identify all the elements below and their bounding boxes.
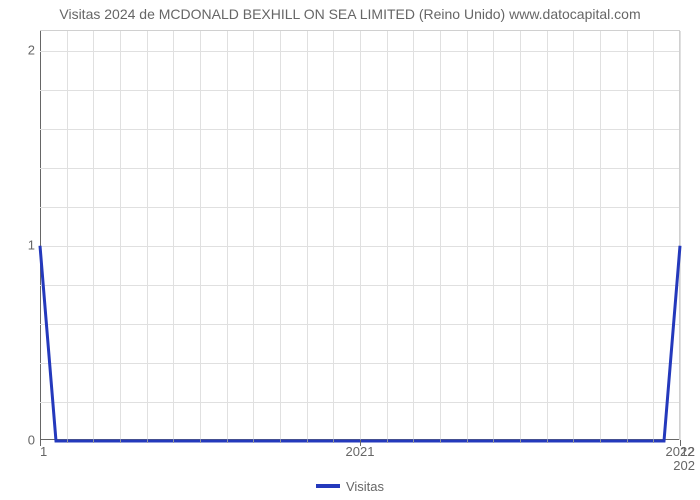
legend: Visitas bbox=[0, 475, 700, 494]
ytick-label: 2 bbox=[28, 42, 35, 57]
xtick-minor bbox=[520, 440, 521, 443]
xtick-minor bbox=[387, 440, 388, 443]
ytick-label: 1 bbox=[28, 237, 35, 252]
xtick-minor bbox=[547, 440, 548, 443]
x-left-corner-label: 1 bbox=[40, 444, 47, 459]
xtick-minor bbox=[440, 440, 441, 443]
chart-title: Visitas 2024 de MCDONALD BEXHILL ON SEA … bbox=[0, 6, 700, 22]
series-visitas bbox=[40, 246, 680, 441]
xtick-minor bbox=[653, 440, 654, 443]
xtick-minor bbox=[280, 440, 281, 443]
xtick-minor bbox=[627, 440, 628, 443]
line-layer bbox=[40, 31, 679, 440]
xtick-minor bbox=[93, 440, 94, 443]
xtick-minor bbox=[573, 440, 574, 443]
xtick-minor bbox=[173, 440, 174, 443]
xtick-minor bbox=[493, 440, 494, 443]
x-right-corner-top: 12 bbox=[681, 444, 695, 459]
legend-item-visitas: Visitas bbox=[316, 479, 384, 494]
xtick-minor bbox=[200, 440, 201, 443]
xtick-minor bbox=[227, 440, 228, 443]
xtick-label: 2021 bbox=[346, 444, 375, 459]
x-right-corner-bottom: 202 bbox=[673, 458, 695, 473]
xtick-minor bbox=[120, 440, 121, 443]
xtick-minor bbox=[467, 440, 468, 443]
xtick-minor bbox=[600, 440, 601, 443]
xtick-minor bbox=[333, 440, 334, 443]
xtick-minor bbox=[253, 440, 254, 443]
xtick-minor bbox=[307, 440, 308, 443]
xtick-minor bbox=[413, 440, 414, 443]
grid-v bbox=[680, 31, 681, 440]
legend-swatch bbox=[316, 484, 340, 488]
ytick-label: 0 bbox=[28, 433, 35, 448]
plot-area bbox=[40, 30, 680, 440]
xtick-minor bbox=[67, 440, 68, 443]
legend-label: Visitas bbox=[346, 479, 384, 494]
xtick-minor bbox=[147, 440, 148, 443]
visits-chart: Visitas 2024 de MCDONALD BEXHILL ON SEA … bbox=[0, 0, 700, 500]
xtick-major bbox=[360, 440, 361, 446]
